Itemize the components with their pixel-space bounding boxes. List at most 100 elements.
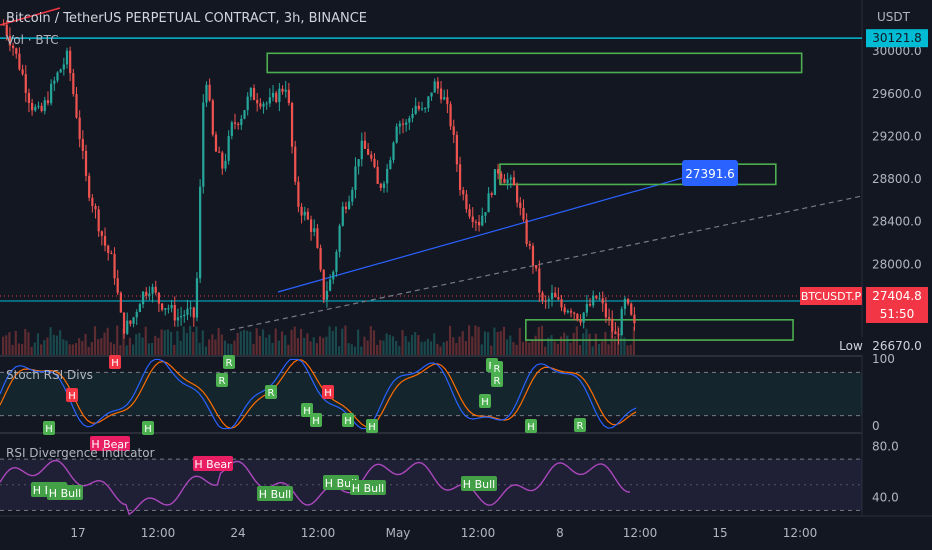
volume-bar	[566, 335, 569, 355]
rsi-line	[0, 459, 631, 516]
volume-bar	[607, 344, 610, 355]
candle-body	[72, 73, 75, 95]
volume-bar	[436, 343, 439, 355]
candle-body	[27, 92, 31, 103]
stoch-div-badge	[142, 421, 154, 435]
volume-bar	[239, 331, 242, 355]
volume-bar	[315, 343, 318, 355]
candle-body	[268, 97, 271, 104]
stoch-div-label: R	[226, 358, 233, 369]
candle-body	[560, 299, 563, 308]
candle-body	[367, 148, 370, 155]
volume-bar	[306, 333, 309, 355]
volume-bar	[11, 344, 14, 355]
candle-body	[452, 126, 455, 135]
stoch-div-badge	[43, 421, 55, 435]
candle-body	[103, 235, 107, 246]
candle-body	[316, 228, 319, 248]
candle-body	[189, 307, 192, 309]
stoch-k-line	[0, 358, 637, 430]
last-price-value: 27404.8	[872, 289, 922, 303]
candle-body	[290, 102, 294, 147]
candle-body	[183, 314, 186, 317]
volume-bar	[588, 333, 591, 355]
stoch-div-badge	[216, 373, 228, 387]
volume-bar	[160, 329, 163, 355]
volume-bar	[166, 329, 170, 355]
time-tick-label: 24	[230, 526, 245, 540]
candle-body	[579, 319, 582, 323]
last-price-badge	[866, 287, 928, 323]
candle-body	[620, 308, 623, 336]
candle-body	[516, 185, 519, 203]
candle-body	[471, 216, 474, 222]
volume-bar	[43, 340, 46, 355]
candle-body	[50, 83, 53, 104]
candle-body	[303, 211, 306, 216]
stoch-div-badge	[479, 394, 491, 408]
volume-bar	[369, 326, 372, 355]
volume-bar	[236, 332, 239, 355]
volume-bar	[125, 345, 128, 355]
candle-body	[554, 292, 557, 298]
volume-bar	[338, 346, 341, 355]
candle-body	[37, 105, 40, 107]
volume-bar	[585, 328, 588, 355]
volume-bar	[258, 335, 261, 355]
candle-body	[233, 122, 237, 124]
candle-body	[88, 175, 91, 198]
volume-bar	[483, 331, 487, 355]
candle-body	[126, 320, 129, 334]
candle-body	[154, 286, 157, 293]
volume-bar	[439, 346, 442, 355]
candle-body	[221, 152, 224, 169]
stoch-div-label: H	[45, 424, 53, 435]
volume-bar	[401, 330, 404, 355]
volume-bar	[458, 336, 461, 355]
volume-bar	[410, 335, 414, 355]
stoch-pane-title: Stoch RSI Divs	[6, 368, 93, 382]
volume-bar	[556, 343, 559, 355]
stoch-div-label: H	[324, 388, 332, 399]
volume-bar	[49, 327, 52, 355]
candle-body	[186, 308, 189, 315]
candle-body	[595, 295, 598, 299]
volume-bar	[547, 337, 550, 355]
volume-bar	[59, 330, 62, 355]
stoch-div-badge	[322, 385, 334, 399]
rsi-bull-badge	[350, 480, 386, 495]
volume-bar	[445, 341, 448, 355]
volume-bar	[433, 333, 436, 355]
time-tick-label: 12:00	[783, 526, 818, 540]
volume-bar	[195, 326, 198, 355]
candle-body	[107, 245, 110, 253]
volume-bar	[116, 325, 119, 355]
volume-bar	[201, 330, 204, 355]
candle-body	[557, 297, 560, 300]
volume-bar	[27, 332, 30, 355]
volume-bar	[395, 340, 398, 355]
volume-bar	[93, 326, 97, 355]
candle-body	[484, 212, 487, 216]
candle-body	[598, 298, 601, 300]
candle-body	[75, 94, 78, 118]
volume-bar	[131, 344, 135, 355]
zone-box	[499, 163, 777, 186]
candle-body	[430, 92, 433, 97]
candle-body	[512, 177, 516, 186]
volume-bar	[350, 344, 353, 355]
stoch-div-label: H	[312, 416, 320, 427]
candle-body	[611, 318, 614, 332]
volume-bar	[404, 336, 407, 355]
volume-bar	[385, 333, 388, 355]
candle-body	[227, 135, 230, 161]
stoch-div-badge	[109, 355, 121, 369]
candle-body	[398, 123, 401, 127]
candle-body	[240, 118, 243, 125]
candle-body	[262, 103, 265, 107]
volume-bar	[452, 337, 455, 355]
volume-bar	[528, 342, 531, 355]
volume-bar	[261, 329, 265, 355]
